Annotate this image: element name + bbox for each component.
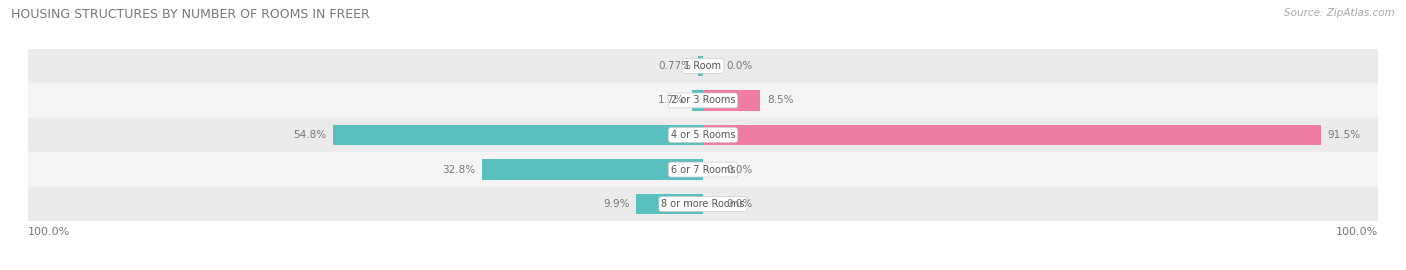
Bar [28,152,1378,187]
Text: 4 or 5 Rooms: 4 or 5 Rooms [671,130,735,140]
Bar [636,194,703,214]
Text: 9.9%: 9.9% [603,199,630,209]
Text: 54.8%: 54.8% [294,130,326,140]
Bar [28,49,1378,83]
Text: 2 or 3 Rooms: 2 or 3 Rooms [671,95,735,106]
Text: 1.7%: 1.7% [658,95,685,106]
Text: 1 Room: 1 Room [685,61,721,71]
Text: HOUSING STRUCTURES BY NUMBER OF ROOMS IN FREER: HOUSING STRUCTURES BY NUMBER OF ROOMS IN… [11,8,370,21]
Text: 100.0%: 100.0% [1336,227,1378,237]
Text: 6 or 7 Rooms: 6 or 7 Rooms [671,164,735,175]
Bar [28,118,1378,152]
Bar [703,90,761,111]
Text: 8 or more Rooms: 8 or more Rooms [661,199,745,209]
Text: 32.8%: 32.8% [441,164,475,175]
Text: 0.0%: 0.0% [727,164,752,175]
Text: 91.5%: 91.5% [1327,130,1361,140]
Bar [692,90,703,111]
Bar [28,83,1378,118]
Bar [482,159,703,180]
Text: 0.0%: 0.0% [727,199,752,209]
Bar [703,125,1320,145]
Text: 8.5%: 8.5% [768,95,793,106]
Bar [28,187,1378,221]
Text: 0.77%: 0.77% [658,61,692,71]
Bar [697,56,703,76]
Text: 0.0%: 0.0% [727,61,752,71]
Bar [333,125,703,145]
Text: Source: ZipAtlas.com: Source: ZipAtlas.com [1284,8,1395,18]
Text: 100.0%: 100.0% [28,227,70,237]
